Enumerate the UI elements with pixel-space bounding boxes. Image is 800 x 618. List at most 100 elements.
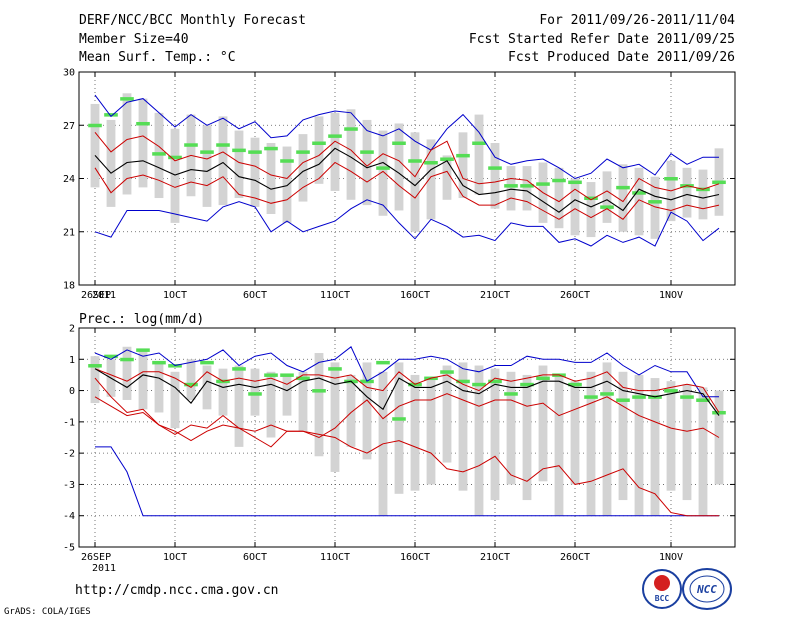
temp-spread-box-14 xyxy=(314,116,324,184)
temp-series-min xyxy=(94,199,720,247)
prec-clim-mark-28 xyxy=(536,376,550,381)
temp-spread-box-9 xyxy=(234,130,244,199)
temp-spread-box-34 xyxy=(634,167,644,236)
temperature-panel: 18 21 24 27 30 26SEP 1OCT 6OCT 11OCT 16OCT 21OCT 26… xyxy=(63,68,736,301)
temp-clim-mark-36 xyxy=(664,177,678,181)
temp-clim-mark-9 xyxy=(232,148,246,153)
prec-clim-mark-18 xyxy=(376,360,390,365)
temp-clim-mark-10 xyxy=(248,150,262,154)
prec-spread-box-2 xyxy=(122,346,132,400)
prec-spread-box-15 xyxy=(330,362,340,472)
temp-spread-box-37 xyxy=(682,167,692,218)
temp-ytick-label-4: 30 xyxy=(63,68,75,79)
prec-clim-mark-0 xyxy=(88,364,102,368)
prec-ytick-label-5: 0 xyxy=(69,386,75,397)
temp-clim-mark-20 xyxy=(408,159,422,163)
start-date: Fcst Started Refer Date 2011/09/25 xyxy=(469,32,735,47)
forecast-period: For 2011/09/26-2011/11/04 xyxy=(539,13,735,28)
prec-clim-mark-30 xyxy=(568,382,582,387)
temp-clim-mark-16 xyxy=(344,127,358,131)
prec-spread-box-0 xyxy=(90,356,100,404)
ncc-logo-globe-icon xyxy=(689,575,725,603)
bcc-logo-text: BCC xyxy=(655,594,670,603)
temp-xtick-label-0: 26SEP xyxy=(81,290,111,301)
prec-spread-box-8 xyxy=(218,368,228,416)
temp-spread-box-27 xyxy=(522,166,532,211)
prec-xtick-label-7: 1NOV xyxy=(659,552,683,563)
prec-spread-box-24 xyxy=(474,365,484,516)
temp-xtick-label-4: 16OCT xyxy=(400,290,430,301)
prec-clim-mark-15 xyxy=(328,367,342,371)
temp-clim-mark-8 xyxy=(216,143,230,147)
prec-spread-box-17 xyxy=(362,362,372,460)
prec-spread-box-22 xyxy=(442,365,452,463)
prec-spread-box-5 xyxy=(170,371,180,429)
temp-spread-box-19 xyxy=(394,123,404,211)
temp-clim-mark-1 xyxy=(104,113,118,117)
prec-ytick-label-6: 1 xyxy=(69,355,75,366)
prec-xtick-label-0: 26SEP xyxy=(81,552,111,563)
temp-clim-mark-11 xyxy=(264,146,278,151)
prec-xtick-label-5: 21OCT xyxy=(480,552,510,563)
prec-clim-mark-23 xyxy=(456,379,470,384)
prec-clim-mark-36 xyxy=(664,389,678,393)
grads-credit: GrADS: COLA/IGES xyxy=(4,607,91,617)
prec-clim-mark-9 xyxy=(232,367,246,371)
temp-spread-box-31 xyxy=(586,182,596,238)
temp-spread-box-7 xyxy=(202,125,212,207)
prec-ytick-label-4: -1 xyxy=(63,417,75,428)
ncc-logo: NCC xyxy=(682,568,732,610)
temp-clim-mark-6 xyxy=(184,143,198,147)
prec-clim-mark-4 xyxy=(152,360,166,365)
prec-spread-box-21 xyxy=(426,378,436,485)
prec-spread-box-3 xyxy=(138,349,148,410)
prec-frame xyxy=(78,327,736,548)
prec-clim-mark-12 xyxy=(280,373,294,377)
temp-clim-mark-24 xyxy=(472,141,486,145)
prec-spread-box-26 xyxy=(506,371,516,485)
temp-clim-mark-12 xyxy=(280,159,294,163)
temp-clim-mark-19 xyxy=(392,141,406,145)
temp-clim-mark-27 xyxy=(520,184,534,188)
prec-clim-mark-38 xyxy=(696,398,710,402)
prec-spread-box-7 xyxy=(202,365,212,410)
prec-series-q75 xyxy=(94,368,720,413)
temp-spread-box-10 xyxy=(250,137,260,207)
x-year-label-bottom: 2011 xyxy=(92,563,116,574)
temp-ytick-label-3: 27 xyxy=(63,121,75,132)
prec-spread-box-28 xyxy=(538,365,548,482)
temp-spread-box-3 xyxy=(138,98,148,188)
temp-spread-box-24 xyxy=(474,114,484,195)
temp-clim-mark-26 xyxy=(504,184,518,188)
prec-spread-box-16 xyxy=(346,374,356,447)
precipitation-panel: -5 -4 -3 -2 -1 0 1 2 26SEP 1OCT 6OCT 11OCT 16OCT 21OC… xyxy=(63,324,736,563)
prec-clim-mark-14 xyxy=(312,389,326,393)
prec-clim-mark-3 xyxy=(136,348,150,352)
prec-clim-mark-1 xyxy=(104,354,118,359)
temp-clim-mark-31 xyxy=(584,196,598,201)
figure-title: DERF/NCC/BCC Monthly Forecast xyxy=(79,13,306,28)
temp-spread-box-25 xyxy=(490,143,500,209)
temp-spread-box-8 xyxy=(218,116,228,206)
prec-clim-mark-13 xyxy=(296,376,310,381)
prec-xtick-label-4: 16OCT xyxy=(400,552,430,563)
temp-clim-mark-28 xyxy=(536,182,550,186)
temp-spread-box-1 xyxy=(106,119,116,207)
precip-variable-label: Prec.: log(mm/d) xyxy=(79,312,204,327)
temp-spread-box-22 xyxy=(442,155,452,200)
prec-clim-mark-34 xyxy=(632,395,646,399)
temp-clim-mark-7 xyxy=(200,150,214,154)
prec-clim-mark-31 xyxy=(584,395,598,399)
temp-clim-mark-14 xyxy=(312,141,326,145)
temp-clim-mark-35 xyxy=(648,200,662,204)
temp-ytick-label-1: 21 xyxy=(63,227,75,238)
prec-spread-box-32 xyxy=(602,362,612,516)
prec-spread-box-19 xyxy=(394,362,404,494)
prec-clim-mark-7 xyxy=(200,360,214,365)
temp-xtick-label-2: 6OCT xyxy=(243,290,267,301)
prec-spread-box-29 xyxy=(554,374,564,516)
prec-spread-box-13 xyxy=(298,371,308,432)
prec-clim-mark-32 xyxy=(600,392,614,396)
prec-clim-mark-22 xyxy=(440,370,454,374)
